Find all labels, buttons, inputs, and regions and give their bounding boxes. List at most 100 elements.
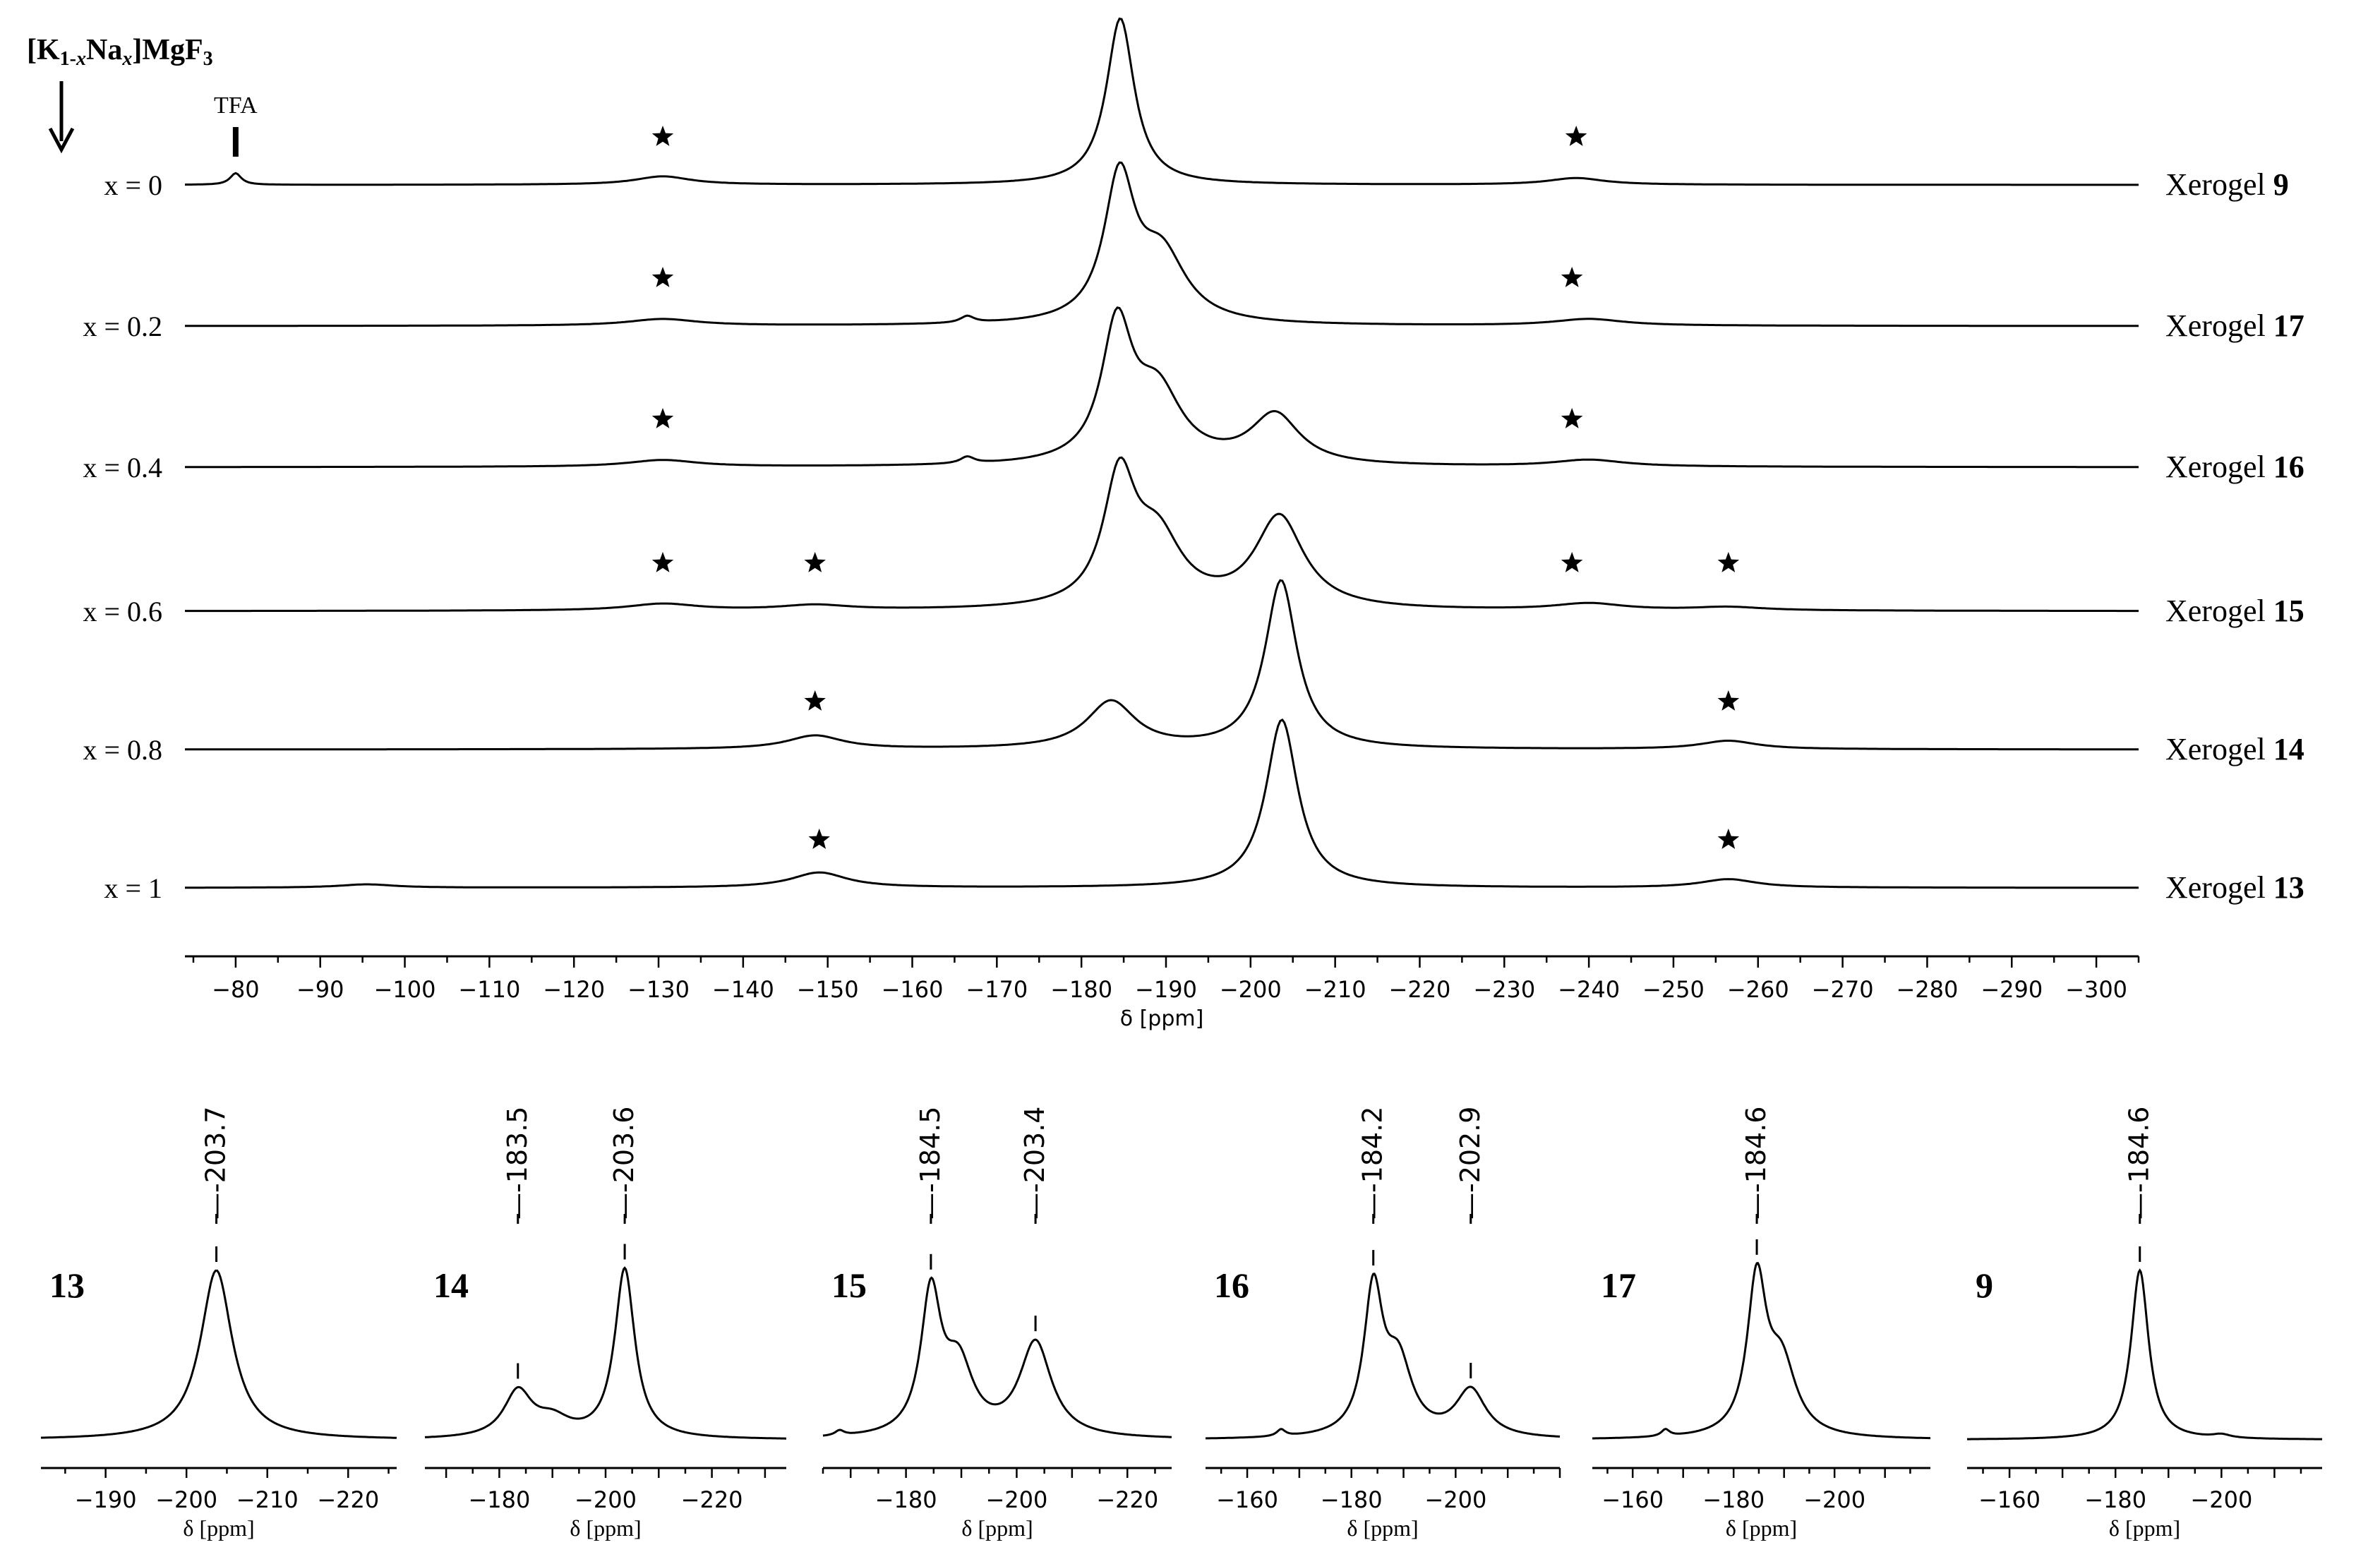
spinning-sideband-marker xyxy=(1717,552,1740,572)
peak-shift-label: —-184.5 xyxy=(915,1107,946,1220)
x-tick-label: −100 xyxy=(374,976,436,1003)
x-tick-label: −110 xyxy=(458,976,520,1003)
sample-label: Xerogel 17 xyxy=(2165,308,2304,343)
x-tick-label: −180 xyxy=(468,1486,530,1513)
inset-x-axis-label: δ [ppm] xyxy=(183,1515,254,1541)
x-tick-label: −160 xyxy=(1978,1486,2041,1513)
x-tick-label: −170 xyxy=(966,976,1028,1003)
x-tick-label: −180 xyxy=(1321,1486,1383,1513)
x-tick-label: −210 xyxy=(1304,976,1366,1003)
spinning-sideband-marker xyxy=(1561,408,1583,428)
sample-label: Xerogel 15 xyxy=(2165,594,2304,628)
x-tick-label: −160 xyxy=(1216,1486,1278,1513)
x-tick-label: −160 xyxy=(882,976,944,1003)
x-tick-label: −280 xyxy=(1896,976,1958,1003)
spectrum-trace xyxy=(184,17,2139,186)
peak-shift-label: —-184.6 xyxy=(2124,1107,2155,1220)
x-tick-label: −220 xyxy=(1096,1486,1158,1513)
inset-x-axis-label: δ [ppm] xyxy=(2109,1515,2180,1541)
inset-x-axis-label: δ [ppm] xyxy=(1347,1515,1418,1541)
x-tick-label: −300 xyxy=(2065,976,2127,1003)
spectrum-trace xyxy=(184,161,2139,327)
inset-trace xyxy=(1967,1268,2322,1440)
x-tick-label: −290 xyxy=(1981,976,2043,1003)
x-tick-label: −220 xyxy=(681,1486,743,1513)
x-tick-label: −200 xyxy=(1424,1486,1486,1513)
down-arrow-icon xyxy=(48,81,75,154)
x-tick-label: −180 xyxy=(2084,1486,2146,1513)
spinning-sideband-marker xyxy=(651,126,674,146)
spinning-sideband-marker xyxy=(1565,126,1587,146)
x-tick-label: −200 xyxy=(2190,1486,2252,1513)
x-tick-label: −80 xyxy=(212,976,260,1003)
x-tick-label: −180 xyxy=(1050,976,1112,1003)
composition-label: x = 0.8 xyxy=(83,734,162,766)
sample-label: Xerogel 14 xyxy=(2165,732,2304,766)
peak-shift-label: —-203.7 xyxy=(200,1107,232,1220)
composition-label: x = 0.4 xyxy=(83,452,162,483)
x-tick-label: −200 xyxy=(1220,976,1282,1003)
peak-shift-label: —-203.6 xyxy=(608,1107,639,1220)
tfa-label: TFA xyxy=(214,92,258,119)
spectrum-trace xyxy=(185,456,2139,613)
x-tick-label: −190 xyxy=(1135,976,1197,1003)
spinning-sideband-marker xyxy=(651,408,674,428)
x-tick-label: −90 xyxy=(296,976,344,1003)
peak-shift-label: —-202.9 xyxy=(1455,1107,1486,1220)
spinning-sideband-marker xyxy=(804,690,826,711)
x-tick-label: −220 xyxy=(1389,976,1451,1003)
x-tick-label: −160 xyxy=(1601,1486,1664,1513)
spinning-sideband-marker xyxy=(1717,690,1740,711)
inset-spectra: 13 —-203.7 −190 −200 −210 −220 δ [ppm] 14 —-183.… xyxy=(40,1106,2322,1541)
spinning-sideband-marker xyxy=(651,552,674,572)
inset-panel: 15 —-184.5 —-203.4 −180 −200 −220 δ [ppm] xyxy=(822,1107,1172,1541)
x-tick-label: −260 xyxy=(1727,976,1789,1003)
main-x-axis-label: δ [ppm] xyxy=(1120,1006,1204,1031)
x-tick-label: −150 xyxy=(797,976,859,1003)
x-tick-label: −270 xyxy=(1812,976,1874,1003)
peak-shift-label: —-184.2 xyxy=(1357,1106,1388,1220)
spinning-sideband-marker xyxy=(804,552,826,572)
x-tick-label: −200 xyxy=(985,1486,1047,1513)
inset-sample-number: 15 xyxy=(831,1265,867,1305)
spinning-sideband-marker xyxy=(1717,829,1740,849)
x-tick-label: −140 xyxy=(712,976,774,1003)
peak-shift-label: —-184.6 xyxy=(1741,1107,1772,1220)
x-tick-label: −250 xyxy=(1642,976,1705,1003)
spinning-sideband-marker xyxy=(1561,552,1583,572)
spectrum-trace xyxy=(185,579,2139,751)
x-tick-label: −180 xyxy=(1702,1486,1765,1513)
inset-x-axis-label: δ [ppm] xyxy=(570,1515,641,1541)
x-tick-label: −200 xyxy=(155,1486,217,1513)
inset-trace xyxy=(1205,1273,1561,1440)
inset-sample-number: 13 xyxy=(49,1265,85,1305)
x-tick-label: −220 xyxy=(317,1486,379,1513)
composition-label: x = 0.2 xyxy=(83,311,162,342)
peak-shift-label: —-203.4 xyxy=(1019,1107,1050,1220)
x-tick-label: −180 xyxy=(875,1486,937,1513)
spinning-sideband-marker xyxy=(808,829,830,849)
inset-trace xyxy=(424,1266,786,1440)
composition-title: [K1-xNax]MgF3 xyxy=(27,34,213,70)
sample-label: Xerogel 9 xyxy=(2165,167,2289,202)
inset-trace xyxy=(40,1269,397,1439)
inset-x-axis-label: δ [ppm] xyxy=(1726,1515,1797,1541)
composition-label: x = 0.6 xyxy=(83,596,162,627)
spinning-sideband-marker xyxy=(1561,267,1583,287)
inset-sample-number: 9 xyxy=(1976,1265,1993,1305)
x-tick-label: −130 xyxy=(627,976,690,1003)
x-tick-label: −200 xyxy=(575,1486,637,1513)
peak-shift-label: —-183.5 xyxy=(502,1107,533,1220)
inset-panel: 13 —-203.7 −190 −200 −210 −220 δ [ppm] xyxy=(40,1107,397,1541)
inset-x-axis-label: δ [ppm] xyxy=(961,1515,1033,1541)
x-tick-label: −230 xyxy=(1473,976,1535,1003)
inset-panel: 9 —-184.6 −160 −180 −200 δ [ppm] xyxy=(1967,1107,2322,1541)
inset-trace xyxy=(1592,1261,1930,1440)
x-tick-label: −200 xyxy=(1803,1486,1865,1513)
composition-label: x = 0 xyxy=(104,169,162,201)
x-tick-label: −120 xyxy=(543,976,605,1003)
inset-panel: 14 —-183.5 —-203.6 −180 −200 −220 δ [ppm] xyxy=(424,1107,786,1541)
